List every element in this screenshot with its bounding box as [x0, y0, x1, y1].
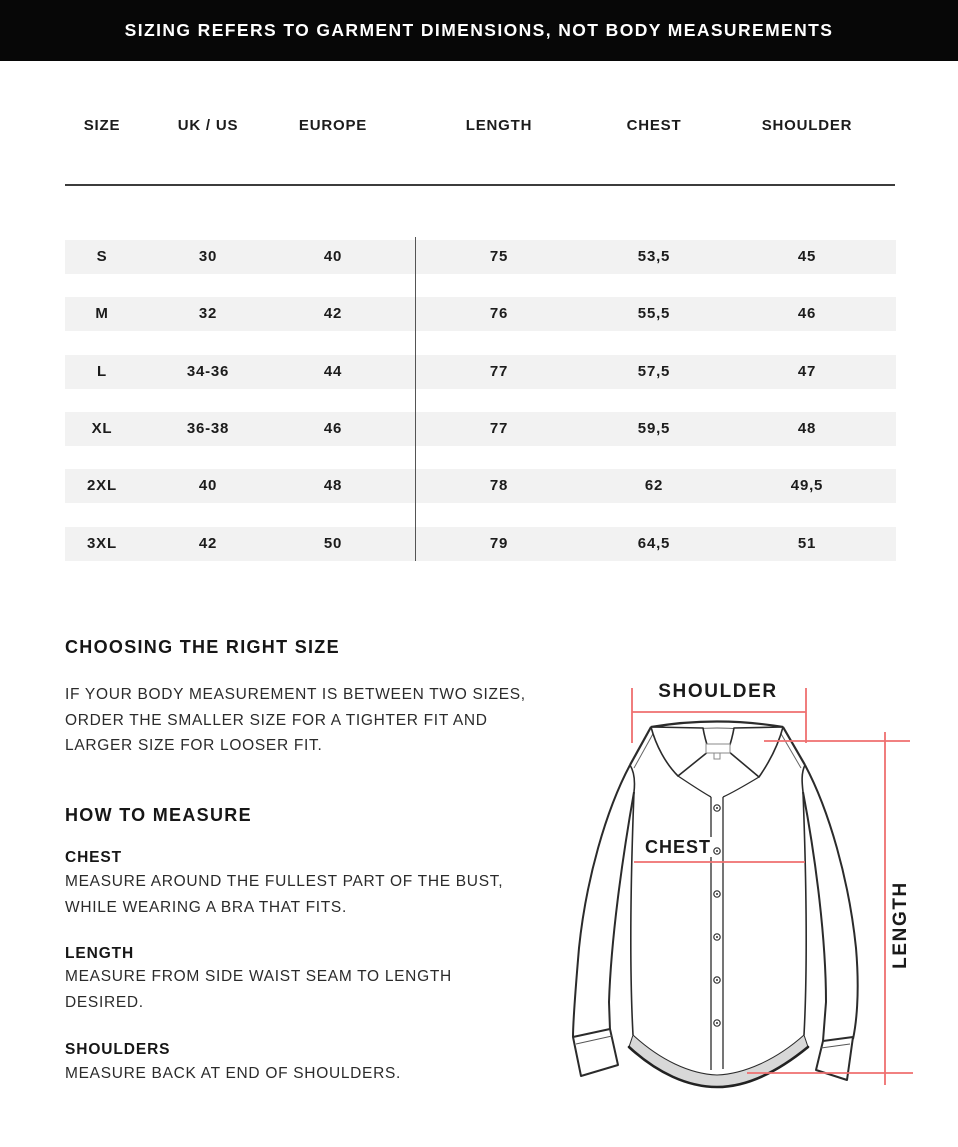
table-header-rule	[65, 184, 895, 186]
cell-shoulder: 51	[797, 535, 817, 552]
cell-uk-us: 36-38	[186, 420, 230, 437]
measure-shoulders-body: MEASURE BACK AT END OF SHOULDERS.	[65, 1065, 402, 1082]
measure-chest-title: CHEST	[65, 849, 123, 866]
table-row	[65, 527, 896, 561]
diagram-length-label: LENGTH	[890, 881, 911, 969]
col-header-europe: EUROPE	[298, 117, 368, 134]
measure-chest-body: MEASURE AROUND THE FULLEST PART OF THE B…	[65, 873, 504, 916]
cell-chest: 57,5	[637, 363, 671, 380]
cell-shoulder: 48	[797, 420, 817, 437]
cell-chest: 64,5	[637, 535, 671, 552]
measure-shoulders-title: SHOULDERS	[65, 1041, 171, 1058]
cell-length: 76	[489, 305, 509, 322]
cell-shoulder: 45	[797, 248, 817, 265]
cell-uk-us: 30	[198, 248, 218, 265]
cell-size: 2XL	[87, 477, 117, 494]
table-row	[65, 355, 896, 389]
cell-shoulder: 49,5	[790, 477, 824, 494]
cell-europe: 50	[323, 535, 343, 552]
measurement-lines	[631, 688, 913, 1085]
cell-size: 3XL	[87, 535, 117, 552]
diagram-shoulder-label: SHOULDER	[658, 681, 778, 702]
cell-chest: 59,5	[637, 420, 671, 437]
cell-chest: 55,5	[637, 305, 671, 322]
cell-europe: 42	[323, 305, 343, 322]
shirt-buttons	[713, 804, 721, 1027]
cell-uk-us: 34-36	[186, 363, 230, 380]
col-header-uk-us: UK / US	[177, 117, 239, 134]
table-column-divider	[415, 237, 416, 561]
cell-size: XL	[91, 420, 113, 437]
cell-uk-us: 32	[198, 305, 218, 322]
cell-chest: 53,5	[637, 248, 671, 265]
cell-shoulder: 47	[797, 363, 817, 380]
sizing-note-banner: SIZING REFERS TO GARMENT DIMENSIONS, NOT…	[0, 0, 958, 61]
choosing-size-body: IF YOUR BODY MEASUREMENT IS BETWEEN TWO …	[65, 686, 526, 754]
cell-europe: 48	[323, 477, 343, 494]
table-row	[65, 412, 896, 446]
choosing-size-title: CHOOSING THE RIGHT SIZE	[65, 637, 340, 657]
col-header-shoulder: SHOULDER	[761, 117, 853, 134]
measure-length-title: LENGTH	[65, 945, 135, 962]
col-header-size: SIZE	[83, 117, 121, 134]
sizing-note-text: SIZING REFERS TO GARMENT DIMENSIONS, NOT…	[124, 20, 834, 40]
cell-length: 79	[489, 535, 509, 552]
col-header-chest: CHEST	[626, 117, 682, 134]
cell-europe: 46	[323, 420, 343, 437]
cell-size: S	[96, 248, 108, 265]
cell-length: 77	[489, 363, 509, 380]
shirt-diagram	[572, 688, 913, 1089]
measure-length-body: MEASURE FROM SIDE WAIST SEAM TO LENGTH D…	[65, 968, 452, 1011]
cell-size: L	[97, 363, 107, 380]
table-row	[65, 297, 896, 331]
cell-chest: 62	[644, 477, 664, 494]
table-row	[65, 469, 896, 503]
cell-uk-us: 42	[198, 535, 218, 552]
cell-shoulder: 46	[797, 305, 817, 322]
cell-europe: 40	[323, 248, 343, 265]
diagram-chest-label: CHEST	[644, 837, 712, 857]
cell-length: 75	[489, 248, 509, 265]
how-to-measure-title: HOW TO MEASURE	[65, 805, 252, 825]
cell-size: M	[95, 305, 109, 322]
col-header-length: LENGTH	[465, 117, 533, 134]
cell-europe: 44	[323, 363, 343, 380]
cell-uk-us: 40	[198, 477, 218, 494]
table-row	[65, 240, 896, 274]
cell-length: 78	[489, 477, 509, 494]
cell-length: 77	[489, 420, 509, 437]
